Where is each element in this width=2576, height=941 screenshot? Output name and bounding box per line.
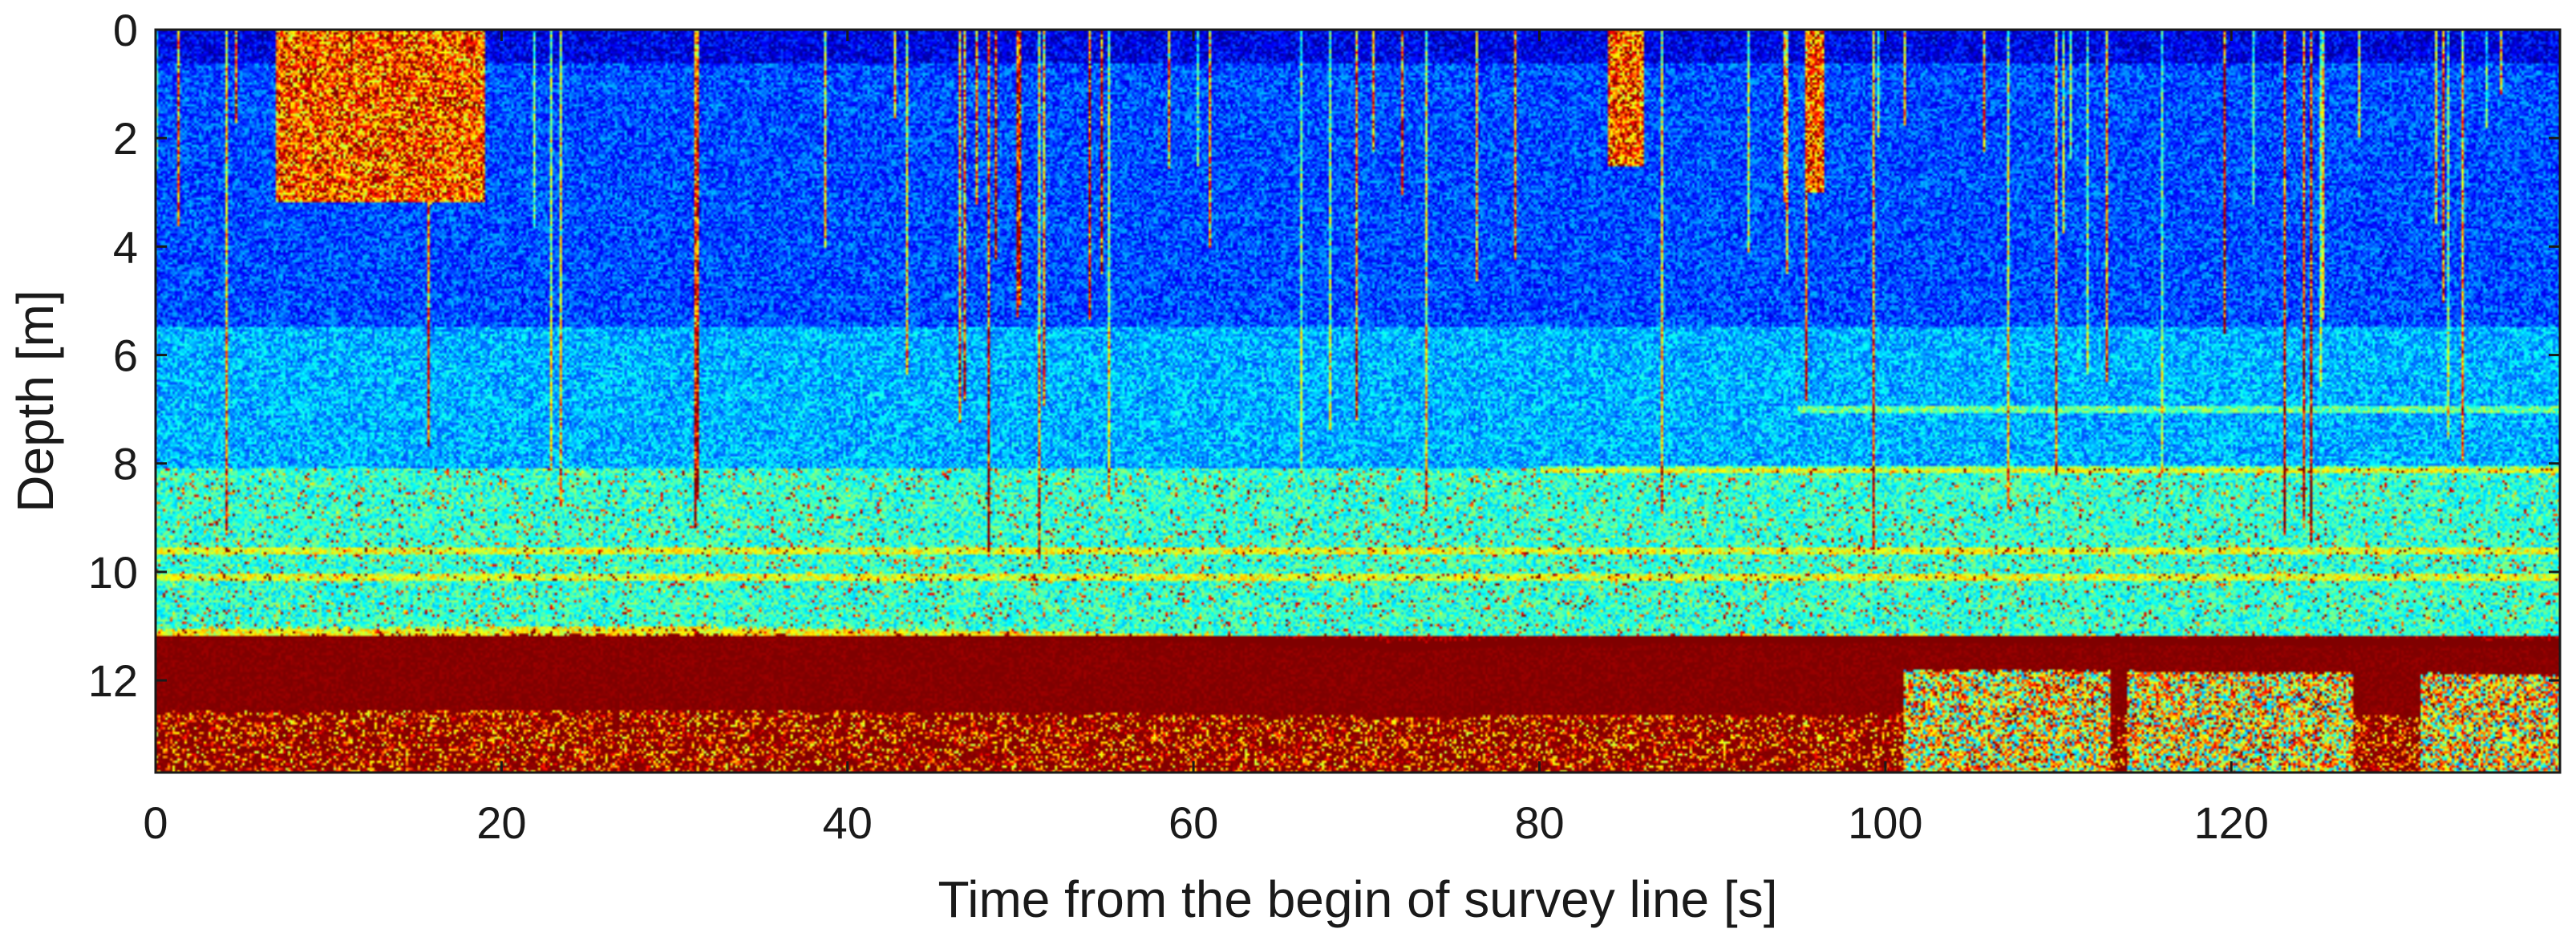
x-tick-label: 20 [476,797,526,848]
x-tick-label: 40 [823,797,873,848]
y-tick-label: 0 [113,5,138,55]
axis-ticks: 0 20 40 60 80 100 120 0 2 4 6 8 10 12 [88,5,2560,848]
x-tick-label: 100 [1848,797,1922,848]
x-tick-label: 60 [1169,797,1218,848]
y-tick-label: 12 [88,655,138,706]
y-tick-label: 8 [113,439,138,489]
y-tick-label: 2 [113,113,138,164]
x-axis-label: Time from the begin of survey line [s] [938,870,1778,928]
x-tick-label: 80 [1514,797,1564,848]
x-tick-label: 120 [2193,797,2268,848]
echogram-heatmap [156,30,2560,773]
x-tick-label: 0 [143,797,168,848]
y-axis-label: Depth [m] [6,290,64,512]
y-tick-label: 4 [113,221,138,272]
plot-frame [154,28,2562,774]
y-tick-label: 10 [88,547,138,598]
y-tick-label: 6 [113,331,138,381]
plot-area [156,30,2560,773]
